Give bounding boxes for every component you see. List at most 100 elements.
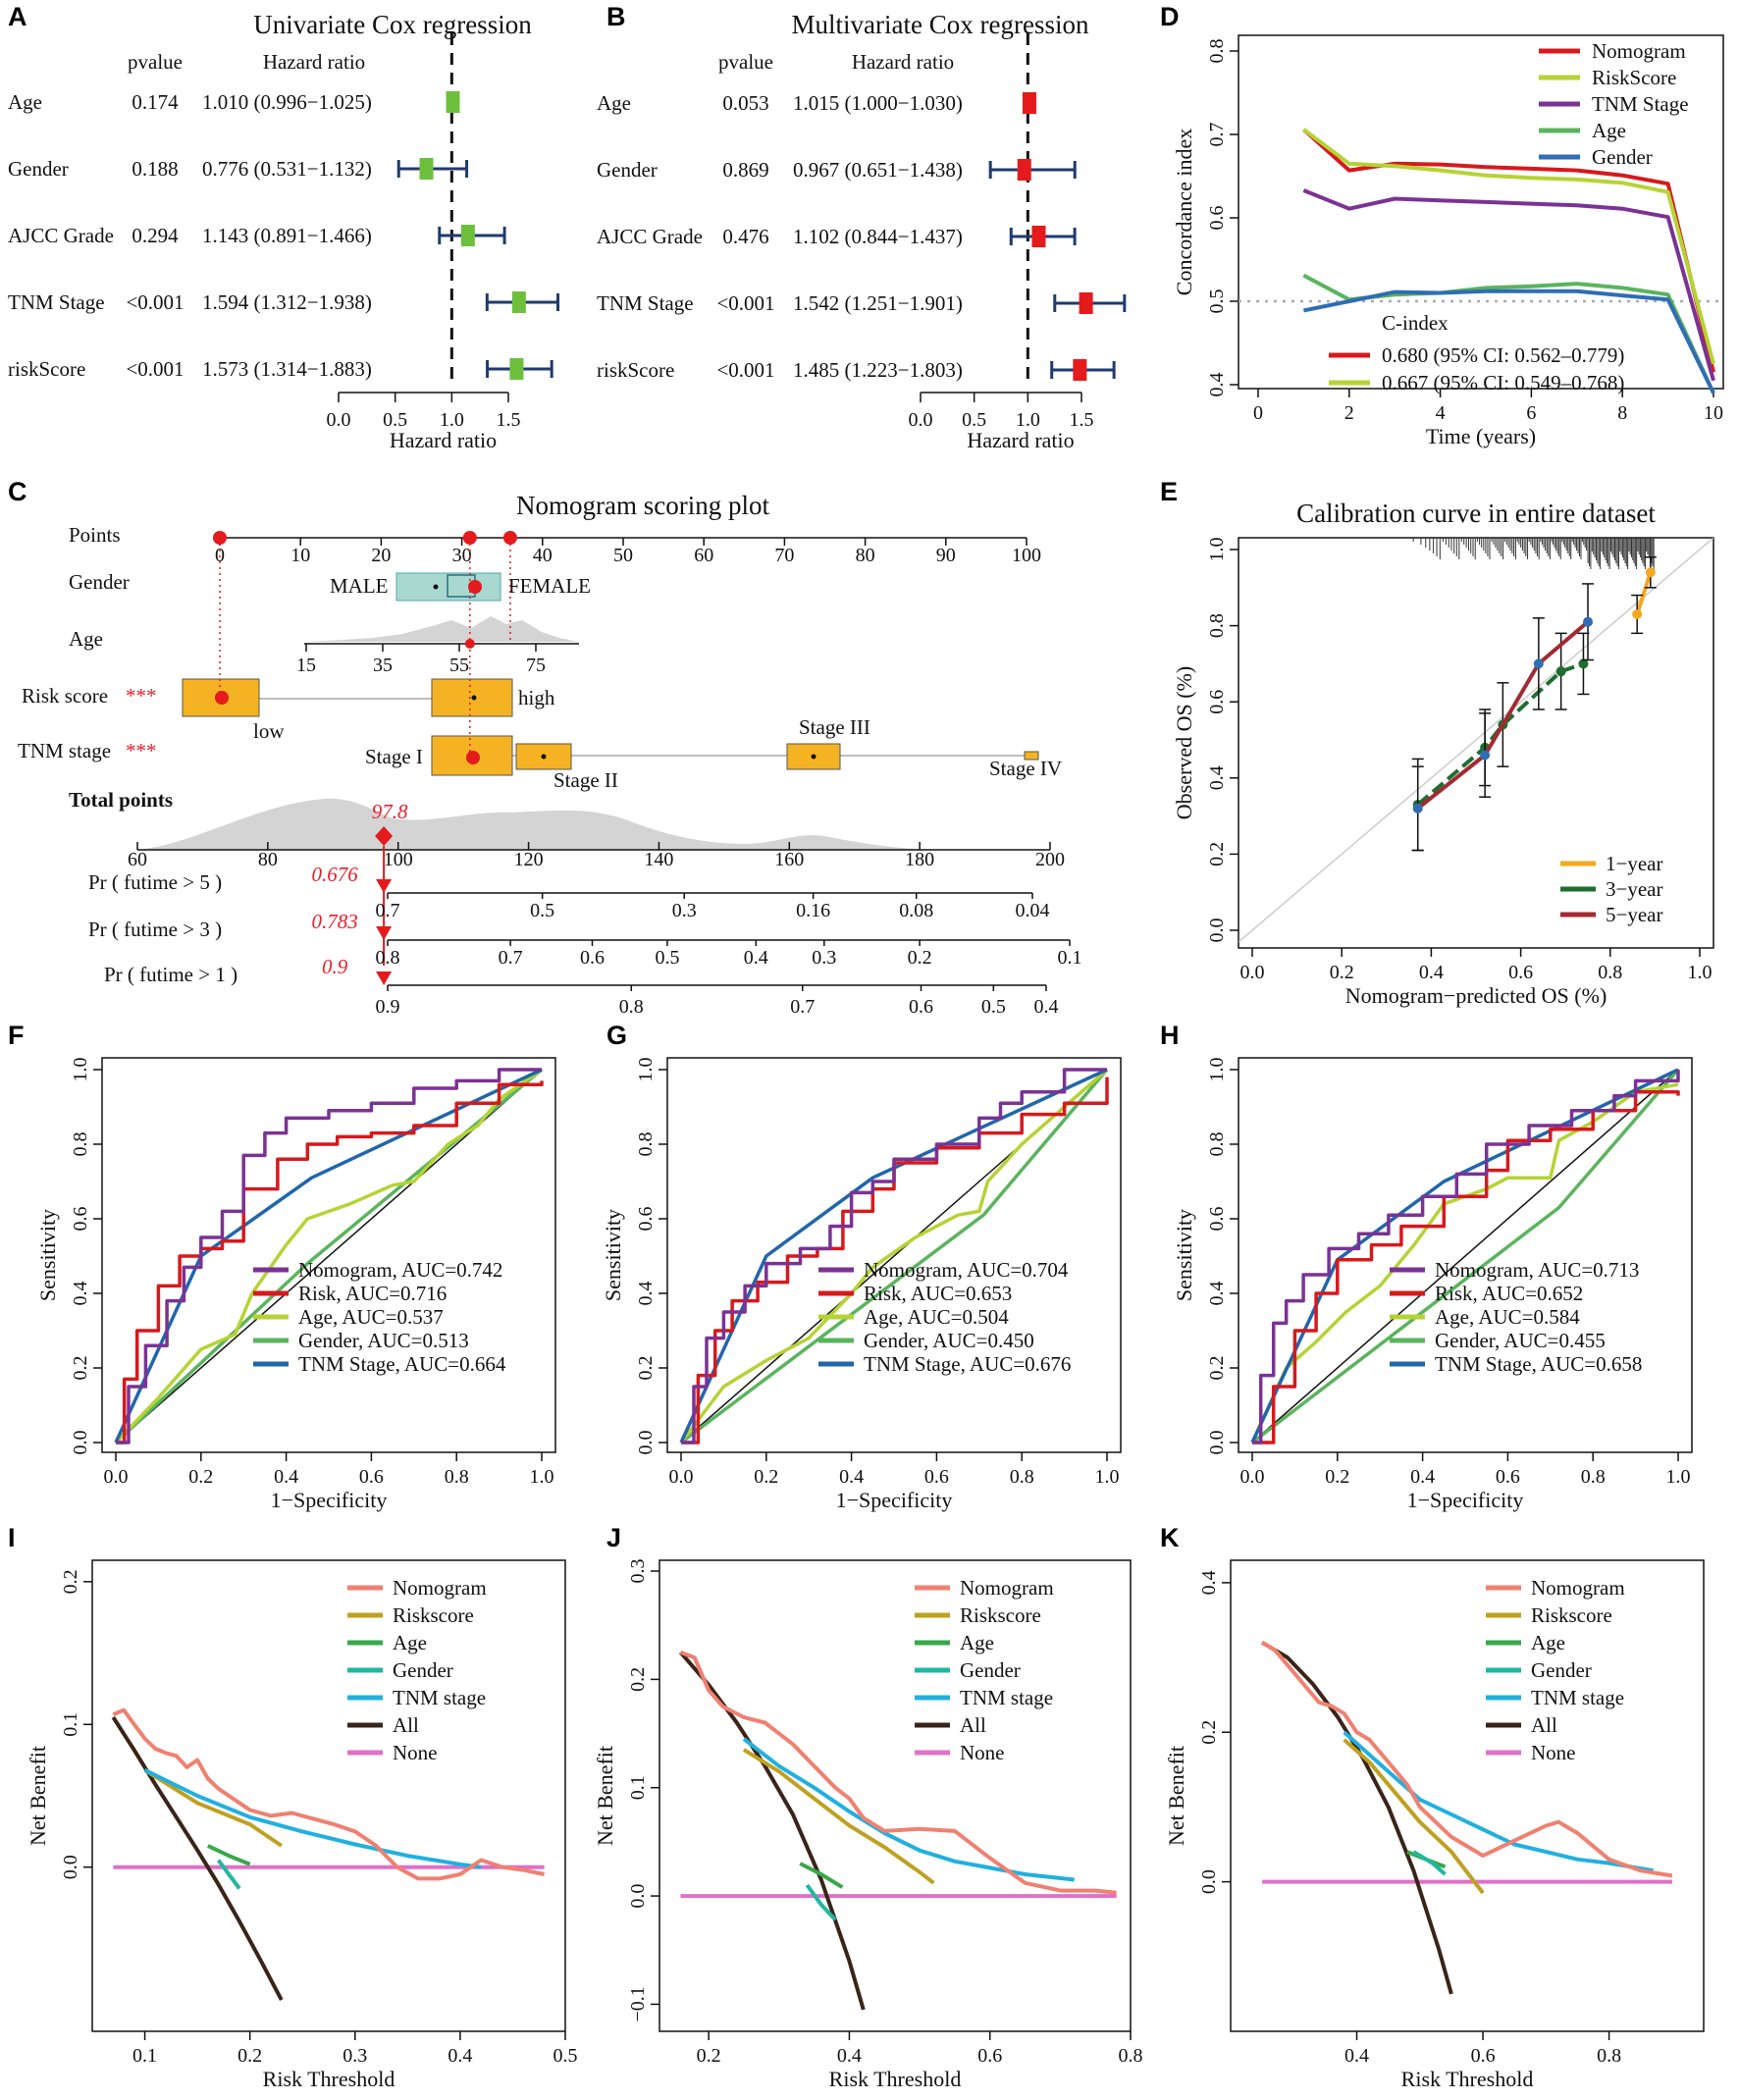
tnm-stage-2-label: Stage II — [553, 768, 618, 792]
y-tick-0-8: 0.8 — [1206, 39, 1228, 64]
total-value: 97.8 — [372, 800, 408, 823]
tnm-stage-2-box — [515, 743, 572, 770]
x-tick-0-8: 0.8 — [1581, 1466, 1606, 1488]
x-tick-0-4: 0.4 — [448, 2045, 472, 2067]
legend-label-age: Age — [1592, 119, 1626, 142]
roc-line-nomogram — [116, 1068, 542, 1444]
x-axis-label: 1−Specificity — [836, 1488, 953, 1512]
y-axis-label: Concordance index — [1172, 129, 1196, 295]
plot-frame — [666, 1057, 1122, 1453]
y-tick-0-2: 0.2 — [60, 1569, 81, 1594]
legend-label-gender: Gender, AUC=0.513 — [298, 1329, 469, 1352]
plot-frame — [1238, 34, 1724, 390]
legend-label-age: Age — [393, 1631, 427, 1654]
panel-label-c: C — [8, 477, 27, 506]
roc-line-gender — [1250, 1068, 1680, 1444]
age-tick-35: 35 — [373, 655, 393, 676]
series-line-nomogram — [1302, 128, 1715, 373]
dca-line-gender — [805, 1883, 837, 1921]
dca-line-age — [799, 1862, 844, 1889]
hr-marker-riskscore — [509, 358, 524, 380]
x-tick-2: 2 — [1344, 402, 1354, 424]
x-tick-0-6: 0.6 — [359, 1466, 384, 1488]
points-tick-40: 40 — [533, 545, 553, 566]
panel-label-a: A — [8, 2, 27, 31]
points-tick-90: 90 — [936, 545, 956, 566]
pr1-tick-0-5: 0.5 — [981, 996, 1006, 1018]
legend-label-risk: Risk, AUC=0.652 — [1435, 1282, 1583, 1305]
pr3-tick-0-1: 0.1 — [1058, 947, 1082, 969]
hr-marker-ajcc-grade — [460, 225, 475, 246]
row-hr-ajcc-grade: 1.102 (0.844−1.437) — [793, 225, 963, 248]
risk-high-box — [431, 678, 513, 717]
y-tick-0-4: 0.4 — [1198, 1570, 1220, 1595]
pr3-tick-0-8: 0.8 — [376, 947, 400, 969]
legend-label-5-year: 5−year — [1606, 903, 1662, 926]
x-tick-0-5: 0.5 — [553, 2045, 578, 2067]
tnm-stage-1-label: Stage I — [365, 745, 423, 768]
y-tick-0-0: 0.0 — [627, 1884, 649, 1909]
legend-label-gender: Gender — [960, 1658, 1021, 1682]
pr5-marker — [376, 879, 393, 893]
roc-line-risk — [116, 1080, 544, 1444]
panel-k-dca: 0.4 0.6 0.8 0.0 0.2 0.4 Risk Threshold Net Bene… — [1164, 1559, 1705, 2091]
roc-line-risk — [681, 1076, 1109, 1444]
x-tick-0.0: 0.0 — [909, 409, 933, 431]
x-tick-0: 0 — [1253, 402, 1263, 424]
x-tick-10: 10 — [1704, 402, 1723, 424]
y-tick-0-8: 0.8 — [1206, 1132, 1228, 1157]
y-tick-0-4: 0.4 — [70, 1282, 91, 1306]
dca-line-gender — [216, 1859, 241, 1890]
y-axis-label: Net Benefit — [593, 1746, 617, 1846]
x-tick-0-0: 0.0 — [669, 1466, 694, 1488]
legend-label-none: None — [1531, 1741, 1576, 1764]
pr5-tick-0-5: 0.5 — [530, 900, 554, 921]
hr-marker-ajcc-grade — [1031, 226, 1046, 247]
legend-label-all: All — [1531, 1713, 1557, 1737]
panel-label-j: J — [606, 1523, 621, 1552]
legend-label-risk: Risk, AUC=0.716 — [298, 1282, 447, 1305]
row-pvalue-riskscore: <0.001 — [126, 357, 184, 381]
row-hr-tnm-stage: 1.542 (1.251−1.901) — [793, 291, 963, 315]
calibration-point — [1555, 666, 1566, 677]
dca-line-nomogram — [1261, 1641, 1673, 1878]
y-axis-label: Observed OS (%) — [1172, 666, 1196, 819]
dca-line-riskscore — [1343, 1738, 1485, 1895]
total-tick-100: 100 — [384, 849, 413, 870]
x-tick-0.5: 0.5 — [962, 409, 986, 431]
tnm-stage-4-box — [1024, 751, 1039, 761]
x-tick-0-4: 0.4 — [1344, 2045, 1369, 2067]
legend-label-all: All — [393, 1713, 419, 1737]
x-tick-0-2: 0.2 — [697, 2045, 721, 2067]
panel-label-e: E — [1160, 477, 1178, 506]
panel-h-roc: 0.0 0.2 0.4 0.6 0.8 1.0 0.0 0.2 0.4 0.6 0.8 1.0 1−Sp… — [1172, 1057, 1693, 1512]
gender-label: Gender — [69, 570, 130, 594]
x-axis-label: 1−Specificity — [1407, 1488, 1524, 1512]
x-tick-0-8: 0.8 — [1010, 1466, 1034, 1488]
x-tick-0-3: 0.3 — [343, 2045, 367, 2067]
y-tick-0-0: 0.0 — [1198, 1869, 1220, 1894]
pr3-marker — [376, 926, 393, 940]
x-tick-0-4: 0.4 — [274, 1466, 298, 1488]
y-tick-0-2: 0.2 — [1206, 842, 1228, 866]
row-label-gender: Gender — [597, 158, 658, 182]
gender-male-dot — [433, 584, 439, 590]
x-tick-0-2: 0.2 — [188, 1466, 213, 1488]
dca-line-riskscore — [143, 1768, 283, 1848]
header-hazard-ratio: Hazard ratio — [852, 50, 954, 74]
x-tick-1-0: 1.0 — [530, 1466, 554, 1488]
points-tick-10: 10 — [290, 545, 310, 566]
row-label-ajcc-grade: AJCC Grade — [8, 224, 114, 247]
x-axis-label: Nomogram−predicted OS (%) — [1345, 983, 1607, 1008]
dca-line-tnm-stage — [143, 1768, 482, 1869]
x-axis-label: Risk Threshold — [829, 2067, 962, 2091]
panel-label-k: K — [1160, 1523, 1180, 1552]
x-tick-0-4: 0.4 — [1419, 962, 1444, 983]
y-tick-0-5: 0.5 — [1206, 289, 1228, 314]
calibration-point — [1645, 567, 1656, 578]
hr-marker-gender — [1017, 159, 1031, 181]
pr3-tick-0-3: 0.3 — [812, 947, 836, 969]
x-tick-0-8: 0.8 — [1597, 2045, 1621, 2067]
pr3-tick-0-6: 0.6 — [580, 947, 605, 969]
